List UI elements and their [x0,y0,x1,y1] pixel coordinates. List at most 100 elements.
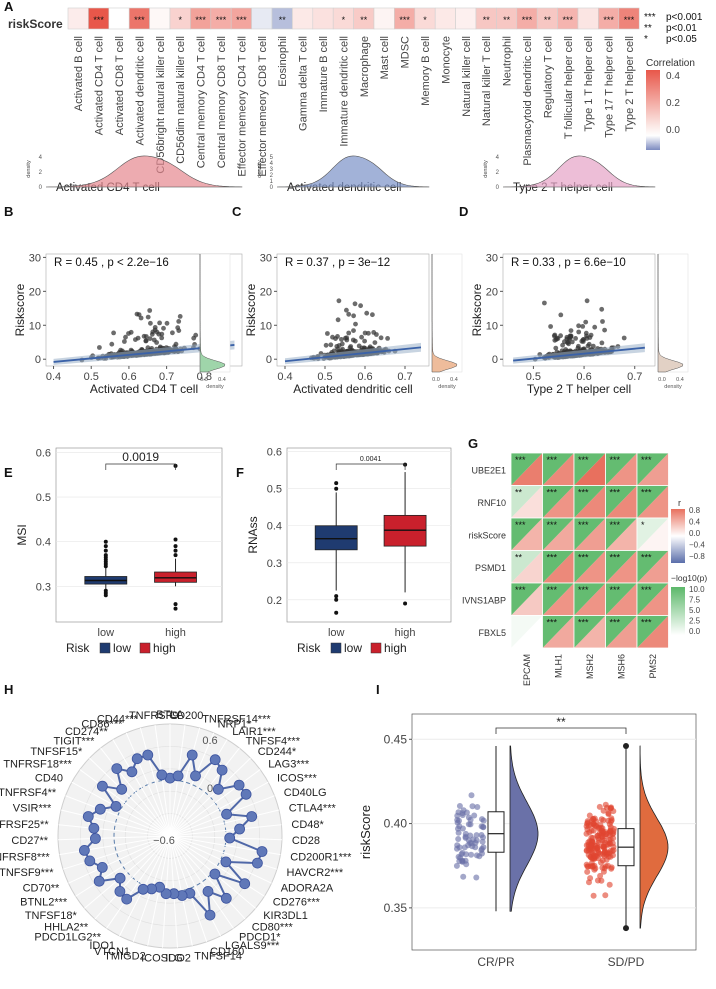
heatmap-col-label: EPCAM [522,654,532,686]
heatmap-cell-sig: ** [279,15,287,25]
x-axis-title: Activated dendritic cell [293,382,412,396]
radar-axis-label: TNFSF9*** [0,867,54,879]
scatter-point [335,317,341,323]
sig-legend-stars: * [644,34,648,45]
x-tick-label: 0.6 [576,371,591,383]
heatmap-cell-sig: *** [195,15,206,25]
scatter-point [176,319,182,324]
raincloud-point [473,832,480,839]
raincloud-point [465,842,472,849]
scatter-point [350,337,356,343]
heatmap-triangle-p [542,615,574,648]
radar-spoke [169,835,234,929]
heatmap-cell-sig: *** [216,15,227,25]
heatmap-triangle-p [574,453,606,486]
raincloud-point [473,874,480,881]
scatter-point [362,338,367,344]
heatmap-col-label: MSH2 [585,654,595,679]
density-tick: 2 [39,170,43,176]
scatter-point [584,298,590,304]
y-tick-label: 0.5 [36,492,51,504]
heatmap-sig: *** [610,585,621,595]
raincloud-point [586,829,593,836]
legend-label: high [153,641,176,655]
panel-label-a: A [4,0,14,14]
radar-scale-label: 0.6 [202,735,217,747]
scatter-point [339,341,345,347]
radar-axis-label: TNFSF18* [25,910,78,922]
radar-axis-label: CD200R1*** [290,851,352,863]
raincloud-point [585,863,592,870]
radar-axis-label: BTNL2*** [20,897,68,909]
radar-axis-label: CD40LG [284,787,327,799]
heatmap-cell-sig: *** [522,15,533,25]
heatmap-col-label: Macrophage [359,36,371,97]
heatmap-cell-sig: *** [134,15,145,25]
raincloud-point [468,792,475,799]
raincloud-point [454,817,461,823]
radar-point [251,857,263,869]
raincloud-point [459,858,466,864]
scatter-point [346,311,352,317]
raincloud-point [454,845,460,852]
heatmap-sig: *** [547,618,558,628]
x-tick-label: 0.5 [317,371,332,383]
raincloud-point [583,847,590,854]
heatmap-triangle-p [542,485,574,518]
radar-spoke [59,835,171,856]
heatmap-sig: * [641,520,645,530]
panel-label-h: H [4,682,13,697]
heatmap-cell [251,7,273,30]
radar-axis-label: CD40 [35,772,63,784]
raincloud-point [456,803,463,809]
legend-r-title: r [678,498,681,508]
heatmap-col-label: MSH6 [616,654,626,679]
heatmap-col-label: Type 1 T helper cell [583,36,595,132]
heatmap-sig: *** [610,488,621,498]
heatmap-cell-sig: ** [544,15,552,25]
radar-axis-label: IDO2 [165,953,191,965]
radar-point [114,872,126,884]
x-tick-label: 0.4 [46,371,61,383]
scatter-point [173,341,179,347]
radar-axis-label: TNFSF15* [30,746,83,758]
heatmap-cell [67,7,89,30]
y-tick-label: 0 [35,354,41,366]
radar-axis-label: CD160 [210,946,244,958]
scatter-point [599,306,605,312]
scatter-point [378,335,384,341]
scatter-point [344,307,349,313]
radar-axis-label: CD86*** [81,719,123,731]
heatmap-sig: ** [515,488,523,498]
heatmap-row-label: FBXL5 [478,628,506,638]
radar-spoke [169,732,215,837]
y-tick-label: 20 [29,286,41,298]
radar-spoke [106,835,171,929]
scatter-point [573,336,578,341]
raincloud-point [455,825,461,832]
heatmap-triangle-p [605,518,637,551]
raincloud-point [472,844,479,851]
scatter-point [366,330,371,336]
heatmap-col-label: Memory B cell [420,36,432,106]
radar-axis-label: ICOSLG [141,953,183,965]
y-axis-title: MSI [15,524,29,545]
box-outlier [173,606,178,611]
legend-p-title: −log10(p) [671,573,707,583]
radar-point [131,753,143,765]
scatter-point [542,300,547,306]
radar-spoke [58,824,171,837]
radar-axis-label: PDCD1* [239,932,281,944]
raincloud-point [462,830,469,837]
x-axis-title: Type 2 T helper cell [527,382,631,396]
p-value-label: 0.0019 [122,450,159,464]
side-density-label: density [438,384,456,390]
heatmap-col-label: PMS2 [648,654,658,679]
radar-point [114,886,126,897]
y-axis-title: riskScore [358,805,373,859]
raincloud-point [587,875,594,882]
raincloud-point [453,862,460,869]
radar-point [94,803,106,815]
raincloud-point [590,816,597,823]
x-tick-label: 0.8 [197,371,212,383]
